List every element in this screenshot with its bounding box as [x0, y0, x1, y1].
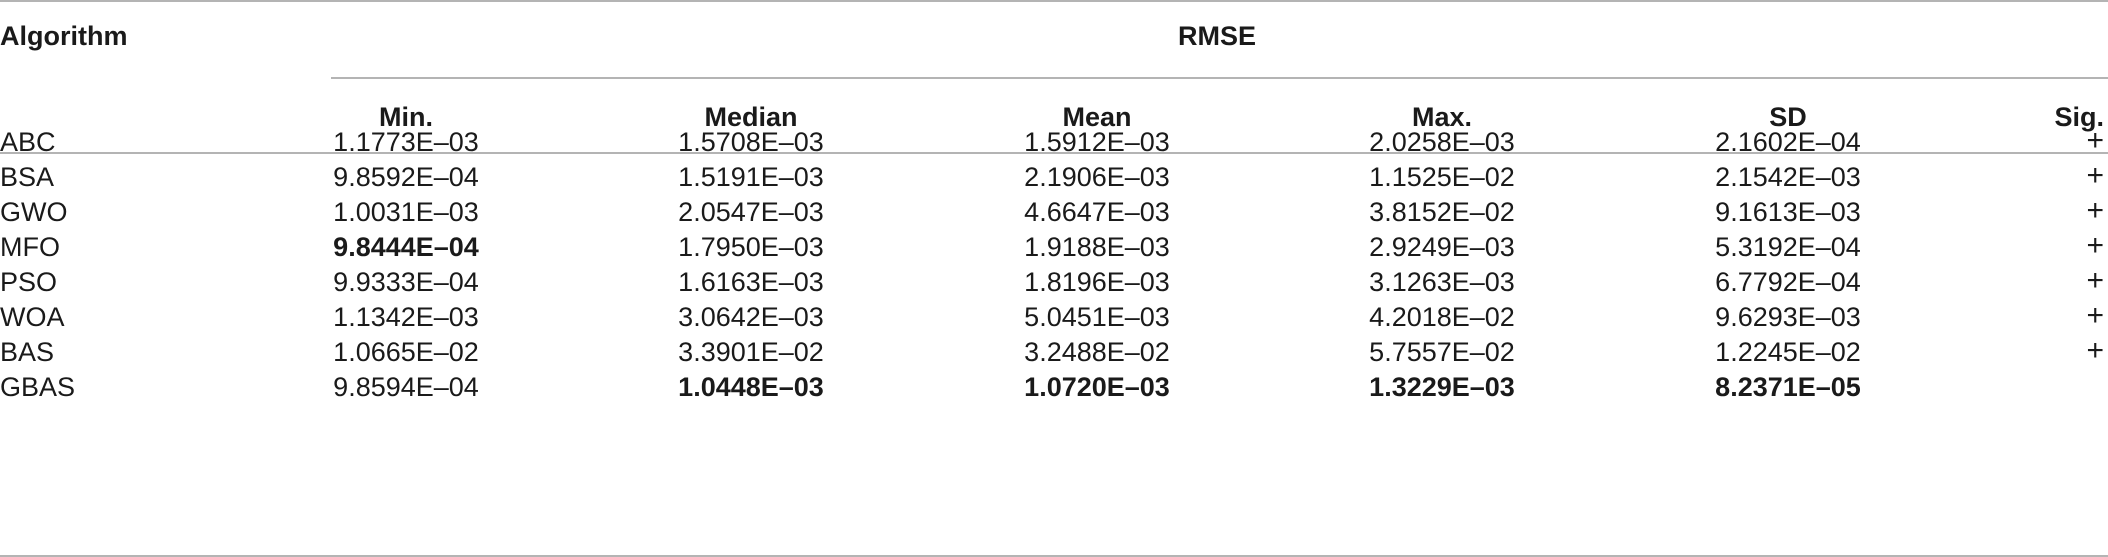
- significance-mark: +: [2086, 124, 2104, 157]
- value-cell: 2.1906E–03: [1024, 162, 1170, 192]
- value-cell: 1.0720E–03: [1024, 372, 1170, 402]
- significance-mark: +: [2086, 159, 2104, 192]
- value-cell: 3.2488E–02: [1024, 337, 1170, 367]
- header-min: Min.: [379, 102, 433, 132]
- header-max: Max.: [1411, 102, 1473, 132]
- value-cell: 1.5708E–03: [678, 127, 824, 157]
- value-cell: 1.0031E–03: [333, 197, 479, 227]
- significance-mark: +: [2086, 194, 2104, 227]
- group-rule: [331, 77, 2108, 79]
- value-cell: 3.8152E–02: [1369, 197, 1515, 227]
- header-sig: Sig.: [2054, 102, 2104, 132]
- header-mean: Mean: [1062, 102, 1132, 132]
- value-cell: 4.2018E–02: [1369, 302, 1515, 332]
- header-sd: SD: [1769, 102, 1807, 132]
- value-cell: 1.0665E–02: [333, 337, 479, 367]
- significance-mark: +: [2086, 229, 2104, 262]
- significance-mark: +: [2086, 264, 2104, 297]
- value-cell: 5.3192E–04: [1715, 232, 1861, 262]
- algorithm-name: BSA: [0, 162, 55, 192]
- algorithm-name: MFO: [0, 232, 60, 262]
- header-median: Median: [704, 102, 798, 132]
- header-rule: [0, 152, 2108, 154]
- value-cell: 9.8592E–04: [333, 162, 479, 192]
- value-cell: 1.3229E–03: [1369, 372, 1515, 402]
- bottom-rule: [0, 555, 2108, 557]
- value-cell: 9.9333E–04: [333, 267, 479, 297]
- header-algorithm: Algorithm: [0, 21, 128, 51]
- value-cell: 1.9188E–03: [1024, 232, 1170, 262]
- value-cell: 3.1263E–03: [1369, 267, 1515, 297]
- value-cell: 1.1342E–03: [333, 302, 479, 332]
- value-cell: 2.9249E–03: [1369, 232, 1515, 262]
- significance-mark: +: [2086, 334, 2104, 367]
- value-cell: 1.1525E–02: [1369, 162, 1515, 192]
- value-cell: 3.3901E–02: [678, 337, 824, 367]
- value-cell: 1.5191E–03: [678, 162, 824, 192]
- value-cell: 9.8444E–04: [333, 232, 479, 262]
- value-cell: 5.0451E–03: [1024, 302, 1170, 332]
- value-cell: 1.5912E–03: [1024, 127, 1170, 157]
- value-cell: 9.6293E–03: [1715, 302, 1861, 332]
- value-cell: 1.8196E–03: [1024, 267, 1170, 297]
- algorithm-name: WOA: [0, 302, 65, 332]
- value-cell: 5.7557E–02: [1369, 337, 1515, 367]
- algorithm-name: GWO: [0, 197, 68, 227]
- value-cell: 2.0547E–03: [678, 197, 824, 227]
- value-cell: 1.0448E–03: [678, 372, 824, 402]
- value-cell: 9.8594E–04: [333, 372, 479, 402]
- algorithm-name: GBAS: [0, 372, 76, 402]
- algorithm-name: BAS: [0, 337, 55, 367]
- significance-mark: +: [2086, 299, 2104, 332]
- value-cell: 8.2371E–05: [1715, 372, 1861, 402]
- top-rule: [0, 0, 2108, 2]
- value-cell: 2.0258E–03: [1369, 127, 1515, 157]
- value-cell: 3.0642E–03: [678, 302, 824, 332]
- value-cell: 1.1773E–03: [333, 127, 479, 157]
- algorithm-name: ABC: [0, 127, 56, 157]
- value-cell: 2.1542E–03: [1715, 162, 1861, 192]
- value-cell: 4.6647E–03: [1024, 197, 1170, 227]
- value-cell: 6.7792E–04: [1715, 267, 1861, 297]
- value-cell: 1.7950E–03: [678, 232, 824, 262]
- header-rmse: RMSE: [1177, 21, 1257, 51]
- value-cell: 2.1602E–04: [1715, 127, 1861, 157]
- value-cell: 1.6163E–03: [678, 267, 824, 297]
- value-cell: 9.1613E–03: [1715, 197, 1861, 227]
- algorithm-name: PSO: [0, 267, 58, 297]
- value-cell: 1.2245E–02: [1715, 337, 1861, 367]
